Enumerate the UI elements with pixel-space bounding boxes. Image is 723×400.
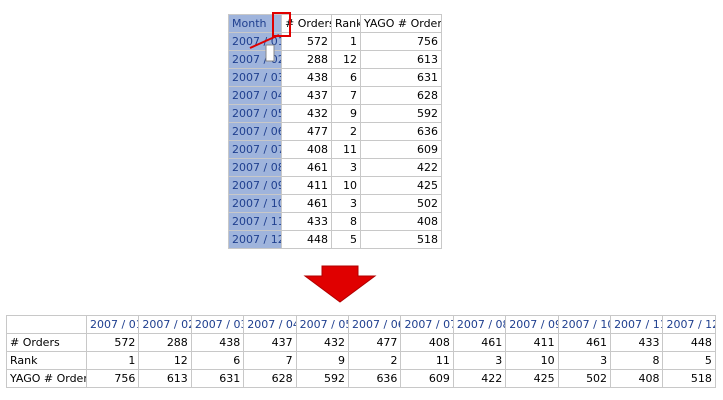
row: 2007 / 02 288 12 613 — [228, 50, 442, 69]
pivoted-table: 2007 / 01 2007 / 02 2007 / 03 2007 / 04 2007… — [6, 315, 716, 388]
cell: 628 — [360, 86, 442, 105]
cell: 408 — [281, 140, 332, 159]
cell: 433 — [281, 212, 332, 231]
row: Month # Orders Rank YAGO # Orders — [228, 14, 442, 33]
highlight-box — [272, 12, 291, 37]
drag-handle — [265, 44, 275, 62]
cell: 2007 / 11 — [228, 212, 282, 231]
cell: 425 — [360, 176, 442, 195]
row: 2007 / 01 2007 / 02 2007 / 03 2007 / 04 2007… — [6, 315, 716, 334]
cell: 518 — [360, 230, 442, 249]
cell: 10 — [505, 351, 559, 370]
cell: YAGO # Orders — [360, 14, 442, 33]
cell: 2007 / 01 — [85, 315, 140, 334]
row: 2007 / 03 438 6 631 — [228, 68, 442, 87]
cell: 613 — [138, 369, 192, 388]
row: 2007 / 10 461 3 502 — [228, 194, 442, 213]
cell: # Orders — [6, 333, 87, 352]
cell: 408 — [610, 369, 664, 388]
cell: 422 — [360, 158, 442, 177]
pointer-line — [249, 34, 280, 49]
cell: YAGO # Orders — [6, 369, 87, 388]
cell: 609 — [400, 369, 454, 388]
cell: 518 — [662, 369, 716, 388]
row: 2007 / 06 477 2 636 — [228, 122, 442, 141]
cell: 461 — [281, 194, 332, 213]
cell: 288 — [138, 333, 192, 352]
cell: 2007 / 09 — [228, 176, 282, 195]
row: 2007 / 08 461 3 422 — [228, 158, 442, 177]
cell: 10 — [331, 176, 361, 195]
cell: Month — [228, 14, 282, 33]
cell: 438 — [190, 333, 245, 352]
cell: 2007 / 05 — [228, 104, 282, 123]
cell: 2007 / 10 — [557, 315, 612, 334]
cell: Rank — [6, 351, 87, 370]
cell: 2007 / 06 — [348, 315, 402, 334]
cell: 631 — [190, 369, 245, 388]
cell: 2007 / 07 — [228, 140, 282, 159]
cell: 2007 / 08 — [228, 158, 282, 177]
cell: 2007 / 04 — [228, 86, 282, 105]
cell: 422 — [452, 369, 507, 388]
cell: 2007 / 06 — [228, 122, 282, 141]
row: # Orders 572 288 438 437 432 477 408 461 411 461 43… — [6, 333, 716, 352]
cell: 477 — [281, 122, 332, 141]
cell: 2007 / 02 — [138, 315, 192, 334]
cell: 2007 / 12 — [228, 230, 282, 249]
cell: 631 — [360, 68, 442, 87]
row: 2007 / 07 408 11 609 — [228, 140, 442, 159]
row: YAGO # Orders 756 613 631 628 592 636 609 422 425… — [6, 369, 716, 388]
down-arrow — [303, 265, 377, 303]
row: 2007 / 12 448 5 518 — [228, 230, 442, 249]
cell: 448 — [281, 230, 332, 249]
cell: 2007 / 03 — [228, 68, 282, 87]
cell: 408 — [400, 333, 454, 352]
cell: 2007 / 07 — [400, 315, 454, 334]
cell: 756 — [85, 369, 140, 388]
cell: 437 — [281, 86, 332, 105]
source-table: Month # Orders Rank YAGO # Orders 2007 / 01 5… — [228, 14, 442, 249]
cell: 2007 / 10 — [228, 194, 282, 213]
cell: 2007 / 12 — [662, 315, 716, 334]
row: 2007 / 09 411 10 425 — [228, 176, 442, 195]
row: 2007 / 11 433 8 408 — [228, 212, 442, 231]
row: 2007 / 05 432 9 592 — [228, 104, 442, 123]
cell: 502 — [360, 194, 442, 213]
cell: 613 — [360, 50, 442, 69]
cell: 592 — [295, 369, 350, 388]
row: 2007 / 04 437 7 628 — [228, 86, 442, 105]
cell: 636 — [348, 369, 402, 388]
cell: 448 — [662, 333, 716, 352]
cell: 461 — [452, 333, 507, 352]
